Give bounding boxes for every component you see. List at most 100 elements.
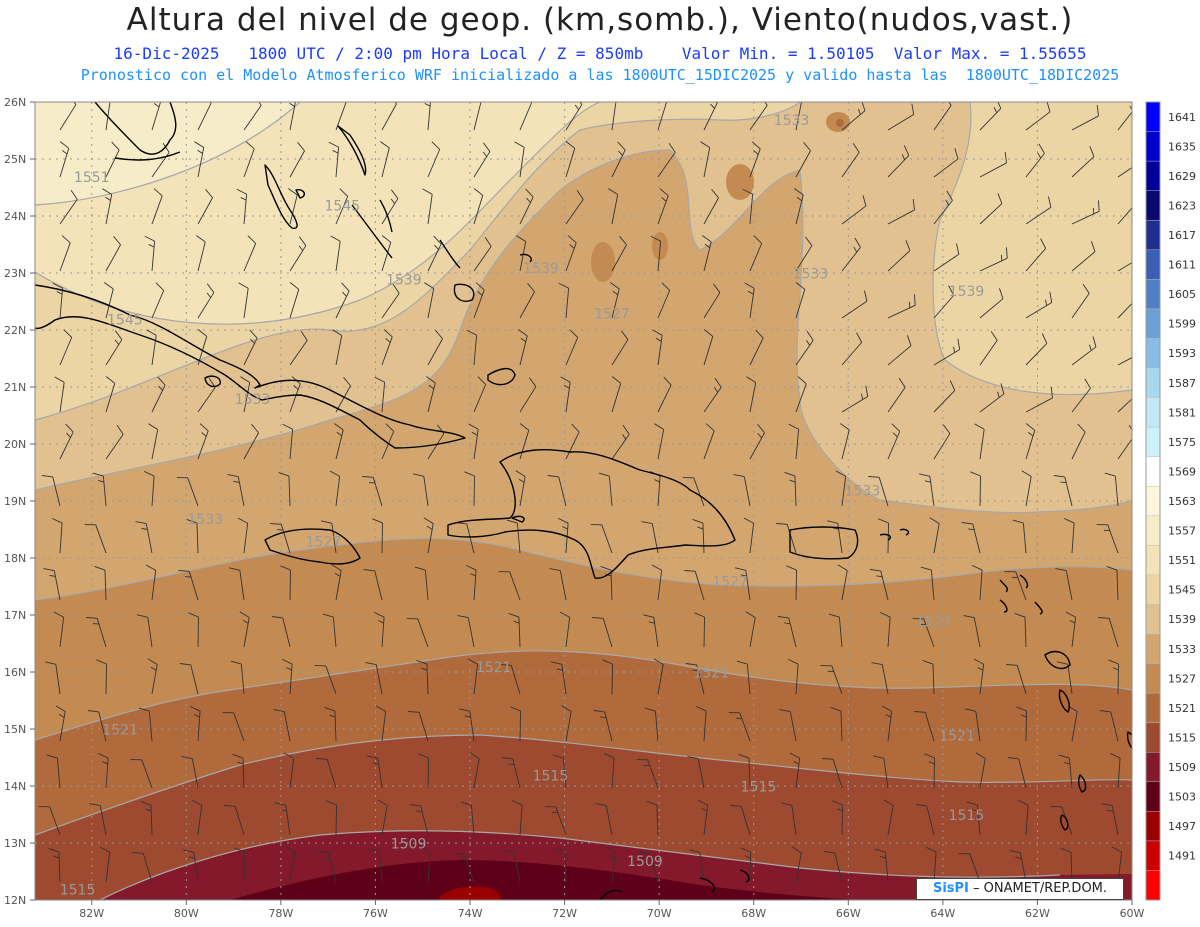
wind-barb-half	[53, 855, 60, 859]
wind-barb-half	[428, 384, 435, 390]
wind-barb-staff	[381, 711, 387, 742]
wind-barb-flag	[914, 711, 926, 713]
wind-barb-staff	[887, 522, 889, 554]
wind-barb-staff	[933, 523, 940, 554]
wind-barb-flag	[1143, 340, 1144, 351]
wind-barb-staff	[1117, 111, 1132, 131]
credit-brand: SisPI	[932, 881, 969, 896]
wind-barb-flag	[527, 283, 535, 293]
wind-barb-flag	[638, 852, 650, 854]
wind-barb-staff	[565, 242, 577, 272]
wind-barb-staff	[933, 105, 952, 131]
wind-barb-flag	[1014, 612, 1026, 618]
cell-a	[591, 242, 615, 282]
wind-barb-staff	[151, 241, 156, 272]
wind-barb-staff	[335, 385, 351, 413]
lat-label: 19N	[4, 495, 26, 508]
wind-barb-staff	[611, 288, 620, 319]
wind-barb-flag	[652, 329, 663, 336]
wind-barb-staff	[834, 852, 843, 883]
wind-barb-flag	[891, 423, 901, 432]
contour-label: 1539	[386, 272, 422, 288]
wind-barb-flag	[99, 846, 110, 853]
wind-barb-staff	[703, 292, 721, 319]
coast-turks-caicos	[487, 367, 516, 386]
wind-barb-half	[520, 337, 527, 343]
lon-label: 68W	[741, 907, 766, 920]
wind-barb-half	[876, 575, 883, 578]
wind-barb-flag	[1012, 519, 1024, 524]
colorbar-swatch	[1146, 840, 1160, 871]
wind-barb-flag	[1084, 378, 1091, 389]
colorbar-swatch	[1146, 515, 1160, 546]
wind-barb-flag	[162, 143, 170, 153]
wind-barb-staff	[979, 340, 998, 366]
colorbar-label: 1539	[1168, 613, 1196, 626]
coastlines	[35, 102, 1132, 900]
wind-barb-flag	[735, 567, 746, 571]
contour-label: 1509	[627, 854, 663, 870]
wind-barb-staff	[237, 476, 245, 507]
colorbar: 1641 1635 1629 1623 1617 1611 1605 1599 1593 1587…	[1145, 101, 1196, 901]
wind-barb-staff	[328, 852, 337, 883]
wind-barb-flag	[343, 377, 351, 387]
wind-barb-staff	[930, 570, 935, 601]
wind-barb-half	[280, 809, 287, 812]
wind-barb-staff	[197, 616, 199, 648]
wind-barb-flag	[695, 705, 707, 712]
wind-barb-half	[710, 103, 715, 109]
wind-barb-staff	[657, 335, 663, 366]
wind-barb-flag	[856, 332, 863, 343]
wind-barb-flag	[700, 141, 710, 148]
wind-barb-staff	[703, 241, 712, 272]
wind-barb-staff	[335, 570, 342, 601]
wind-barb-flag	[92, 472, 104, 477]
wind-barb-staff	[933, 295, 955, 319]
wind-barb-staff	[884, 852, 889, 883]
wind-barb-staff	[748, 758, 751, 789]
wind-barb-flag	[63, 329, 73, 338]
wind-barb-flag	[745, 611, 756, 618]
coast-new-providence	[295, 188, 306, 199]
wind-barb-flag	[97, 752, 109, 759]
wind-barb-flag	[206, 283, 215, 293]
wind-barb-staff	[105, 102, 111, 131]
lat-label: 16N	[4, 666, 26, 679]
wind-barb-flag	[316, 758, 328, 760]
wind-barb-flag	[963, 615, 975, 618]
wind-barb-flag	[751, 141, 761, 150]
wind-barb-flag	[714, 378, 722, 388]
wind-barb-half	[1129, 105, 1132, 111]
wind-barb-staff	[1019, 852, 1027, 883]
wind-barb-flag	[374, 376, 385, 383]
wind-barb-staff	[745, 570, 751, 601]
wind-barb-flag	[957, 338, 961, 350]
wind-barb-staff	[151, 290, 165, 319]
wind-barb-flag	[795, 282, 806, 290]
wind-barb-flag	[592, 617, 604, 619]
wind-barb-flag	[273, 709, 285, 712]
wind-barb-staff	[240, 664, 245, 695]
wind-barb-half	[796, 196, 803, 202]
latitude-labels: 26N 25N 24N 23N 22N 21N 20N 19N 18N 17N 16N 15N 14N 1…	[4, 96, 35, 907]
wind-barb-half	[518, 478, 525, 483]
wind-barb-flag	[324, 706, 336, 712]
wind-barb-half	[928, 761, 935, 765]
wind-barb-flag	[326, 800, 337, 806]
wind-barb-flag	[239, 611, 250, 618]
wind-barb-flag	[183, 849, 194, 853]
wind-barb-staff	[565, 523, 569, 554]
lat-label: 21N	[4, 381, 26, 394]
contour-label: 1509	[391, 837, 427, 853]
wind-barb-flag	[116, 425, 124, 435]
wind-barb-staff	[1015, 571, 1027, 601]
colorbar-swatch	[1146, 604, 1160, 635]
wind-barb-half	[289, 102, 295, 107]
contour-label: 1533	[187, 512, 223, 528]
wind-barb-flag	[247, 235, 257, 244]
wind-barb-flag	[484, 237, 492, 247]
wind-barb-flag	[1048, 196, 1052, 208]
wind-barb-staff	[141, 759, 153, 789]
wind-barb-half	[242, 619, 249, 624]
wind-barb-staff	[703, 430, 715, 460]
